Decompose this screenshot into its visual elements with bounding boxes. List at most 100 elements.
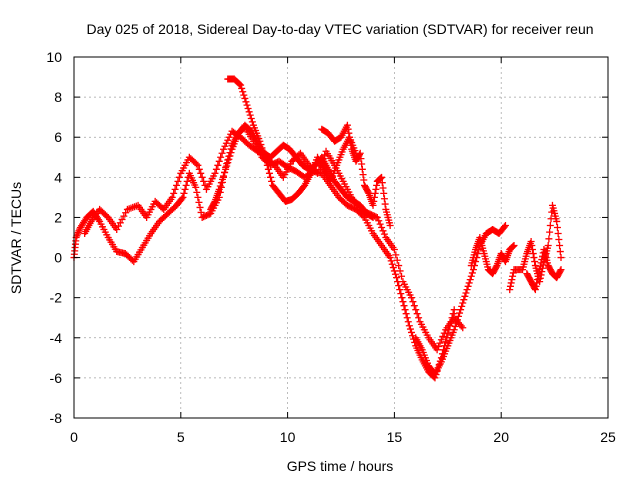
data-point xyxy=(538,256,546,264)
data-point xyxy=(196,203,204,211)
data-point xyxy=(407,294,415,302)
data-point xyxy=(454,312,462,320)
data-point xyxy=(453,316,461,324)
data-point xyxy=(407,328,415,336)
data-point xyxy=(509,242,517,250)
data-point xyxy=(462,289,470,297)
data-point xyxy=(509,272,517,280)
data-point xyxy=(402,310,410,318)
data-point xyxy=(370,193,378,201)
data-points xyxy=(70,75,565,382)
data-point xyxy=(459,299,467,307)
data-point xyxy=(507,279,515,287)
data-point xyxy=(533,279,541,287)
data-point xyxy=(554,229,562,237)
data-point xyxy=(194,193,202,201)
x-tick-label: 15 xyxy=(387,429,403,445)
data-point xyxy=(377,174,385,182)
data-point xyxy=(215,185,223,193)
data-point xyxy=(115,222,122,230)
data-point xyxy=(118,215,126,223)
y-tick-label: 6 xyxy=(54,129,62,145)
data-point xyxy=(171,185,179,193)
data-point xyxy=(553,223,561,231)
data-point xyxy=(440,329,448,337)
data-point xyxy=(314,169,322,177)
data-point xyxy=(122,209,130,217)
data-point xyxy=(225,155,233,163)
data-point xyxy=(439,332,447,340)
data-point xyxy=(506,286,514,294)
data-point xyxy=(396,267,404,275)
data-point xyxy=(396,286,404,294)
data-point xyxy=(182,181,190,189)
y-tick-label: 4 xyxy=(54,169,62,185)
data-point xyxy=(546,228,554,236)
data-point xyxy=(556,248,564,256)
data-point xyxy=(449,310,457,318)
data-point xyxy=(457,322,465,330)
data-point xyxy=(456,309,464,317)
y-tick-label: -4 xyxy=(50,330,63,346)
chart-title: Day 025 of 2018, Sidereal Day-to-day VTE… xyxy=(86,21,593,37)
data-point xyxy=(380,189,388,197)
data-point xyxy=(545,235,553,243)
data-point xyxy=(459,324,467,332)
data-point xyxy=(460,296,468,304)
data-point xyxy=(379,184,387,192)
data-point xyxy=(222,165,230,173)
data-point xyxy=(358,160,366,168)
data-point xyxy=(535,269,543,277)
data-point xyxy=(268,177,276,185)
x-tick-label: 25 xyxy=(600,429,616,445)
data-point xyxy=(415,314,423,322)
data-point xyxy=(244,104,252,112)
series-track-g xyxy=(467,234,518,278)
data-point xyxy=(221,169,229,177)
axis-ticks: 0 5 10 15 20 25 -8 -6 -4 -2 0 2 4 6 8 10 xyxy=(46,49,616,445)
data-point xyxy=(359,171,367,179)
data-point xyxy=(369,201,377,209)
data-point xyxy=(198,173,206,181)
data-point xyxy=(553,217,561,225)
data-point xyxy=(179,193,187,201)
data-point xyxy=(450,326,458,334)
data-point xyxy=(236,80,244,88)
data-point xyxy=(527,238,535,246)
data-point xyxy=(256,137,264,145)
data-point xyxy=(211,169,219,177)
data-point xyxy=(500,223,508,231)
data-point xyxy=(75,227,83,235)
series-track-f xyxy=(412,221,509,378)
data-point xyxy=(388,260,396,268)
data-point xyxy=(378,223,386,231)
data-point xyxy=(458,302,466,310)
data-point xyxy=(74,228,82,236)
data-point xyxy=(261,154,269,162)
data-point xyxy=(393,274,401,282)
data-point xyxy=(465,279,473,287)
data-point xyxy=(197,169,205,177)
data-point xyxy=(451,322,459,330)
data-point xyxy=(413,310,421,318)
data-point xyxy=(173,181,181,189)
data-point xyxy=(181,185,189,193)
data-point xyxy=(556,267,564,275)
y-tick-label: 8 xyxy=(54,89,62,105)
data-point xyxy=(452,319,460,327)
data-point xyxy=(192,160,200,168)
data-point xyxy=(544,242,552,250)
series-track-b xyxy=(81,127,467,354)
series-track-h xyxy=(506,201,565,294)
data-point xyxy=(464,282,472,290)
data-point xyxy=(218,175,226,183)
data-point xyxy=(506,282,514,290)
data-point xyxy=(375,217,383,225)
data-point xyxy=(532,282,540,290)
data-point xyxy=(259,147,267,155)
data-point xyxy=(358,165,366,173)
data-point xyxy=(224,159,232,167)
data-point xyxy=(410,302,418,310)
data-point xyxy=(537,259,545,267)
data-point xyxy=(267,173,275,181)
